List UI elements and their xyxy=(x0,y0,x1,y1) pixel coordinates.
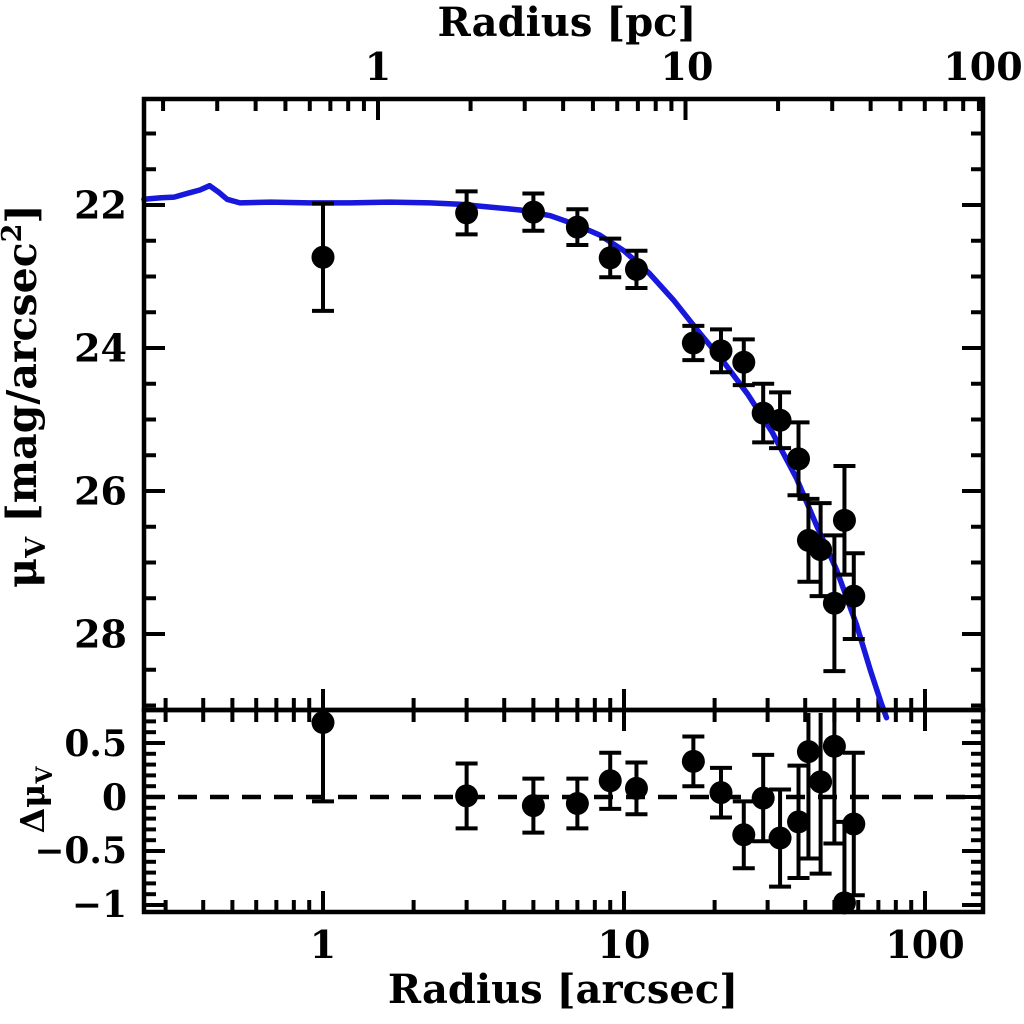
tick-label: −1 xyxy=(72,884,127,926)
tick-label: 10 xyxy=(661,44,714,89)
data-point xyxy=(709,781,733,805)
tick-label: 24 xyxy=(74,326,127,371)
data-point xyxy=(822,734,846,758)
data-point xyxy=(311,245,335,269)
main-panel-frame xyxy=(141,96,986,713)
data-point xyxy=(787,810,811,834)
data-point xyxy=(598,769,622,793)
data-point xyxy=(455,784,479,808)
tick-label: 28 xyxy=(74,612,127,657)
tick-label: 100 xyxy=(885,922,964,967)
tick-labels-layer: 1 10 100 1 10 100 22 24 26 28 0.5 0 −0.5 −1 xyxy=(34,44,1022,967)
data-point xyxy=(455,201,479,225)
model-curve xyxy=(141,182,890,721)
bottom-axis-title: Radius [arcsec] xyxy=(388,966,738,1013)
data-point xyxy=(787,447,811,471)
data-point xyxy=(565,215,589,239)
data-point xyxy=(565,791,589,815)
data-point xyxy=(521,200,545,224)
data-point xyxy=(832,508,856,532)
data-point xyxy=(768,408,792,432)
data-point xyxy=(842,584,866,608)
data-point xyxy=(521,794,545,818)
tick-label: −0.5 xyxy=(34,830,127,872)
data-point xyxy=(732,350,756,374)
panel-frames-layer xyxy=(141,96,986,915)
data-layer xyxy=(141,182,981,915)
tick-label: 1 xyxy=(310,922,336,967)
data-point xyxy=(809,538,833,562)
data-point xyxy=(842,812,866,836)
data-point xyxy=(624,776,648,800)
data-point xyxy=(709,339,733,363)
data-point xyxy=(768,826,792,850)
data-point xyxy=(681,749,705,773)
top-axis-title: Radius [pc] xyxy=(438,0,697,46)
y-axis-title-residuals: ΔμV xyxy=(13,766,58,834)
data-point xyxy=(681,331,705,355)
data-point xyxy=(732,823,756,847)
error-bar xyxy=(797,713,820,861)
data-point xyxy=(809,770,833,794)
residual-panel-frame xyxy=(141,707,986,915)
tick-label: 10 xyxy=(598,922,651,967)
y-axis-title-main: μV [mag/arcsec2] xyxy=(0,204,52,588)
tick-label: 26 xyxy=(74,469,127,514)
tick-label: 0 xyxy=(102,777,127,819)
tick-label: 22 xyxy=(74,183,127,228)
data-point xyxy=(311,710,335,734)
data-point xyxy=(796,740,820,764)
tick-label: 1 xyxy=(365,44,391,89)
tick-label: 0.5 xyxy=(64,723,127,765)
data-point xyxy=(624,257,648,281)
data-point xyxy=(751,786,775,810)
data-point xyxy=(598,246,622,270)
data-point xyxy=(822,591,846,615)
tick-label: 100 xyxy=(943,44,1022,89)
